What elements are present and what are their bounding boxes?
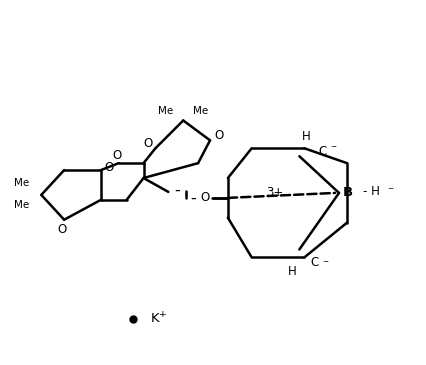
Text: $^{-}$: $^{-}$ bbox=[321, 260, 329, 269]
Text: H: H bbox=[288, 265, 296, 278]
Text: C: C bbox=[309, 256, 318, 269]
Text: O: O bbox=[214, 129, 223, 142]
Text: O: O bbox=[200, 191, 209, 204]
Text: -: - bbox=[190, 191, 196, 205]
Text: B: B bbox=[342, 187, 352, 199]
Text: O: O bbox=[58, 223, 66, 236]
Text: O: O bbox=[112, 149, 121, 162]
Text: O: O bbox=[104, 161, 113, 174]
Text: - H: - H bbox=[362, 185, 379, 199]
Text: $^{-}$: $^{-}$ bbox=[329, 144, 337, 154]
Text: Me: Me bbox=[193, 105, 208, 116]
Text: K$^{+}$: K$^{+}$ bbox=[150, 311, 168, 327]
Text: O: O bbox=[143, 137, 152, 150]
Text: Me: Me bbox=[14, 178, 29, 188]
Text: H: H bbox=[301, 130, 310, 143]
Text: Me: Me bbox=[14, 200, 29, 210]
Text: 3+: 3+ bbox=[265, 187, 282, 199]
Text: C: C bbox=[317, 145, 325, 158]
Text: $^{-}$: $^{-}$ bbox=[386, 186, 393, 196]
Text: -: - bbox=[174, 182, 180, 197]
Text: Me: Me bbox=[157, 105, 173, 116]
